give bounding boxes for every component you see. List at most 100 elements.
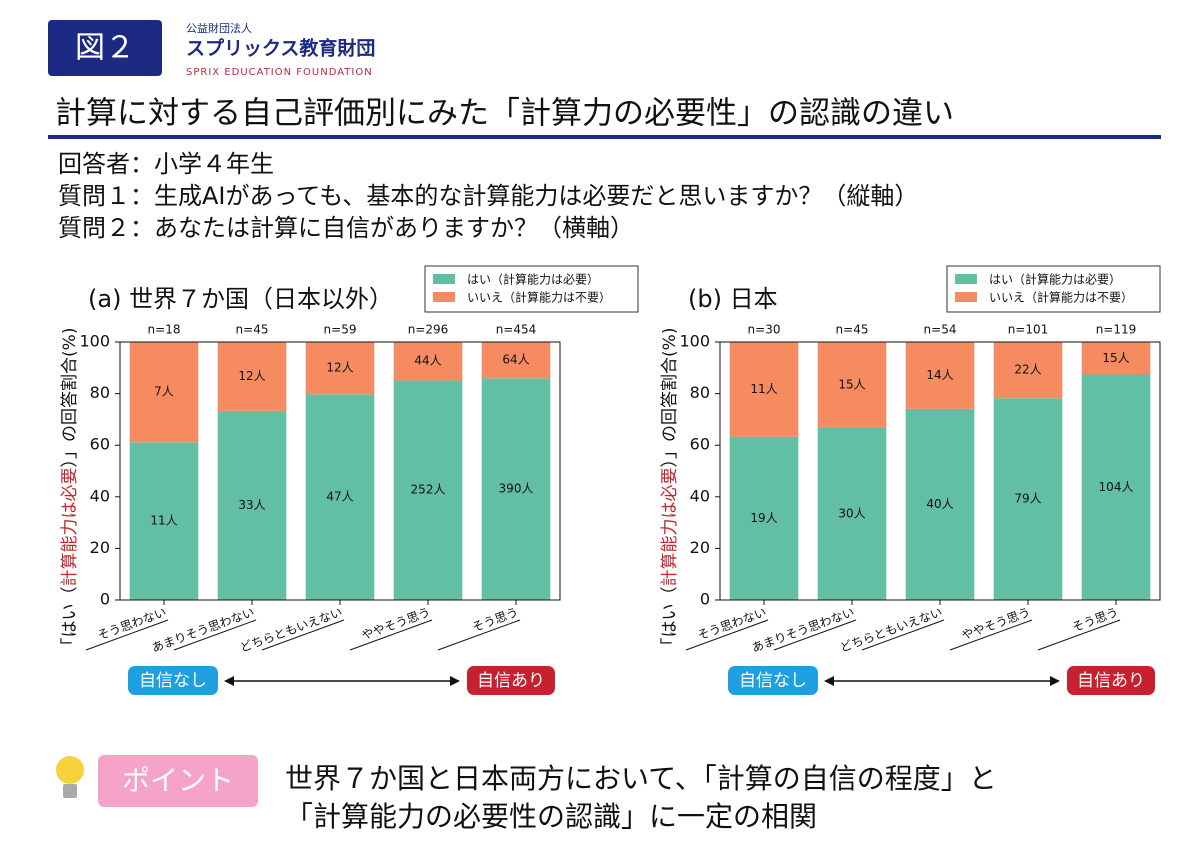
legend-swatch	[433, 292, 455, 302]
bar-segment	[1081, 374, 1151, 600]
bar-segment	[1081, 342, 1151, 375]
badge-box	[48, 20, 162, 76]
count-label: 33人	[238, 498, 265, 512]
legend-label: はい（計算能力は必要）	[989, 272, 1121, 287]
n-label: n=45	[236, 323, 269, 337]
org-type: 公益財団法人	[186, 21, 252, 35]
scale-low-box	[128, 666, 218, 695]
n-label: n=30	[748, 323, 781, 337]
count-label: 64人	[502, 353, 529, 367]
y-tick-label: 100	[79, 332, 110, 351]
y-tick-label: 100	[679, 332, 710, 351]
n-label: n=45	[836, 323, 869, 337]
bar-segment	[729, 342, 799, 437]
x-label-rule	[773, 619, 857, 651]
y-tick-label: 40	[690, 486, 710, 505]
bar-segment	[393, 342, 463, 381]
y-tick-label: 20	[690, 538, 710, 557]
y-axis-label-part: 計算能力は必要	[60, 467, 80, 586]
count-label: 12人	[326, 361, 353, 375]
n-label: n=101	[1008, 323, 1049, 337]
plot-frame	[719, 341, 1161, 601]
count-label: 30人	[838, 506, 865, 520]
count-label: 44人	[414, 354, 441, 368]
bar-segment	[129, 442, 199, 600]
legend-label: いいえ（計算能力は不要）	[467, 290, 611, 305]
scale-high: 自信あり	[477, 671, 545, 691]
y-tick-label: 40	[90, 486, 110, 505]
bar-segment	[993, 398, 1063, 600]
count-label: 40人	[926, 497, 953, 511]
y-tick-label: 0	[700, 590, 710, 609]
y-tick-label: 80	[690, 383, 710, 402]
x-label-rule	[949, 619, 1033, 651]
y-tick-label: 20	[90, 538, 110, 557]
legend-label: はい（計算能力は必要）	[467, 272, 599, 287]
legend-label: いいえ（計算能力は不要）	[989, 290, 1133, 305]
y-axis-label-part: 計算能力は必要	[660, 467, 680, 586]
bar-segment	[729, 436, 799, 600]
scale-high: 自信あり	[1077, 671, 1145, 691]
y-axis-label-part: ）」の回答割合(%)	[660, 328, 680, 468]
x-tick-label: そう思う	[1070, 605, 1120, 635]
scale-low: 自信なし	[139, 671, 207, 691]
point-text: 「計算能力の必要性の認識」に一定の相関	[285, 800, 817, 833]
x-label-rule	[1037, 619, 1121, 651]
x-tick-label: そう思う	[470, 605, 520, 635]
legend-box	[946, 265, 1161, 313]
n-label: n=59	[324, 323, 357, 337]
count-label: 19人	[750, 511, 777, 525]
n-label: n=54	[924, 323, 957, 337]
count-label: 47人	[326, 490, 353, 504]
x-label-rule	[261, 619, 345, 651]
count-label: 15人	[838, 377, 865, 391]
bar-segment	[305, 342, 375, 395]
bar-segment	[217, 410, 287, 600]
survey-line: 質問２：あなたは計算に自信がありますか？（横軸）	[58, 214, 634, 242]
org-name-en: SPRIX EDUCATION FOUNDATION	[186, 67, 373, 78]
count-label: 104人	[1099, 480, 1134, 494]
y-axis-label: 「はい（計算能力は必要）」の回答割合(%)	[660, 328, 680, 655]
y-axis-label-part: 「はい（	[60, 586, 80, 654]
survey-line: 質問１：生成AIがあっても、基本的な計算能力は必要だと思いますか？（縦軸）	[58, 182, 918, 210]
count-label: 12人	[238, 369, 265, 383]
bar-segment	[817, 342, 887, 428]
n-label: n=296	[408, 323, 449, 337]
count-label: 79人	[1014, 492, 1041, 506]
count-label: 22人	[1014, 363, 1041, 377]
bulb-icon	[56, 756, 84, 798]
x-label-rule	[685, 619, 769, 651]
scale-low: 自信なし	[739, 671, 807, 691]
count-label: 11人	[750, 382, 777, 396]
x-label-rule	[349, 619, 433, 651]
count-label: 252人	[411, 483, 446, 497]
point-badge: ポイント	[122, 764, 234, 797]
y-tick-label: 0	[100, 590, 110, 609]
legend-swatch	[955, 274, 977, 284]
n-label: n=18	[148, 323, 181, 337]
n-label: n=454	[496, 323, 537, 337]
count-label: 14人	[926, 368, 953, 382]
count-label: 390人	[499, 482, 534, 496]
bar-segment	[993, 342, 1063, 399]
point-text: 世界７か国と日本両方において、「計算の自信の程度」と	[285, 762, 997, 795]
chart-subtitle: (a) 世界７か国（日本以外）	[88, 285, 393, 313]
y-tick-label: 60	[690, 435, 710, 454]
bar-segment	[481, 342, 551, 379]
y-tick-label: 60	[90, 435, 110, 454]
org-name: スプリックス教育財団	[186, 37, 375, 60]
page-title: 計算に対する自己評価別にみた「計算力の必要性」の認識の違い	[55, 96, 954, 132]
bar-segment	[905, 408, 975, 600]
bar-segment	[129, 342, 199, 443]
chart-subtitle: (b) 日本	[688, 285, 778, 313]
y-axis-label: 「はい（計算能力は必要）」の回答割合(%)	[60, 328, 80, 655]
scale-high-box	[467, 666, 555, 695]
y-axis-label-part: 「はい（	[660, 586, 680, 654]
badge: 図２	[75, 31, 135, 66]
x-label-rule	[861, 619, 945, 651]
bar-segment	[305, 394, 375, 600]
bar-segment	[393, 380, 463, 600]
scale-low-box	[728, 666, 818, 695]
title-rule	[48, 135, 1161, 139]
